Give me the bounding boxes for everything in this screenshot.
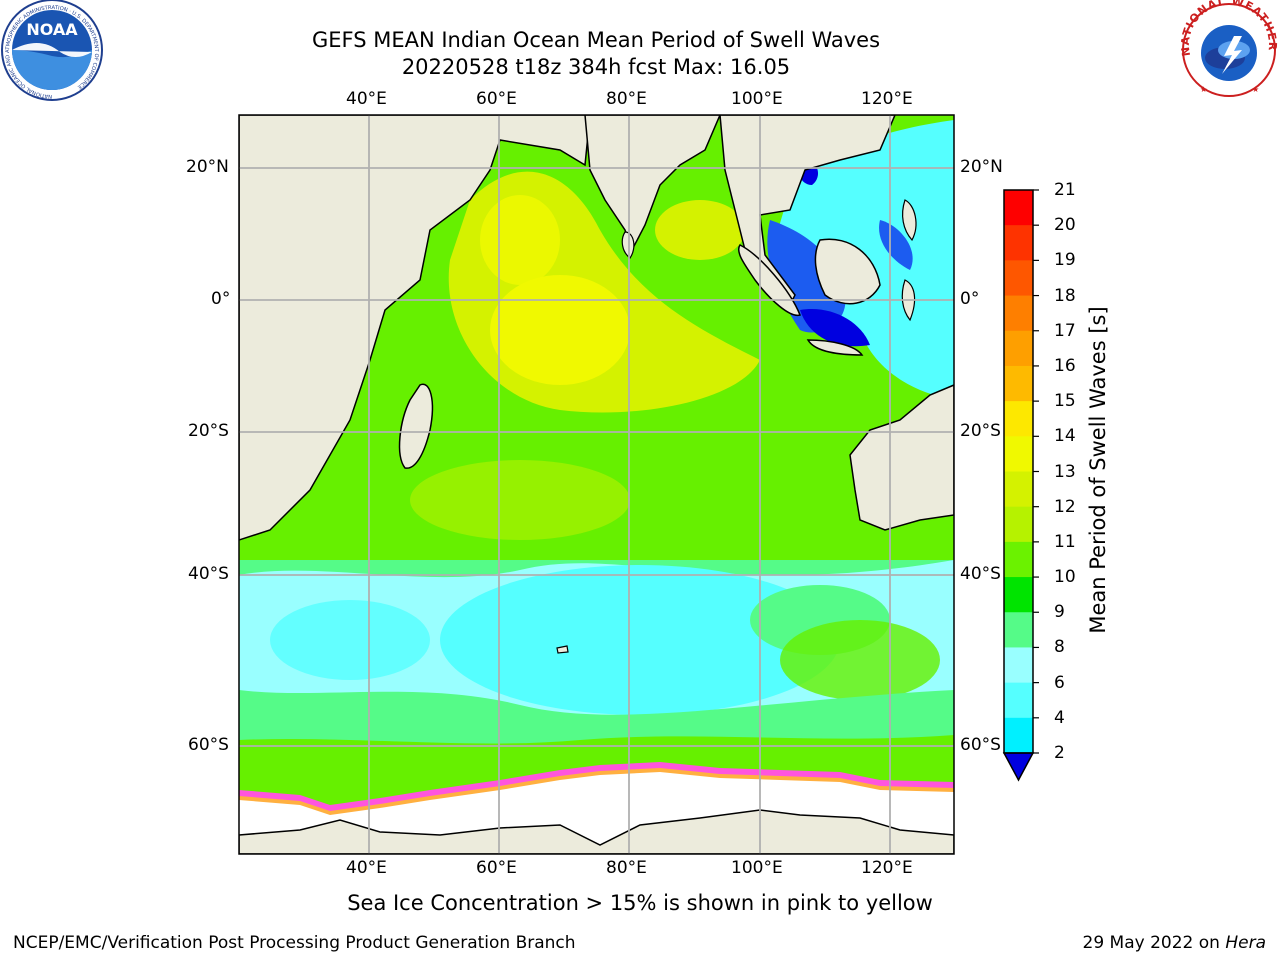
lon-label-top-80e: 80°E [606, 89, 647, 109]
graticule [239, 115, 954, 854]
lat-label-left-20n: 20°N [186, 157, 229, 177]
colorbar-band [1004, 717, 1033, 754]
sea-ice-note: Sea Ice Concentration > 15% is shown in … [347, 891, 933, 915]
colorbar-tick-label: 8 [1054, 637, 1065, 658]
chart-subtitle: 20220528 t18z 384h fcst Max: 16.05 [401, 55, 791, 79]
colorbar-band [1004, 365, 1033, 402]
nws-logo: NATIONAL WEATHER SERVICE ★ ★ [1178, 0, 1278, 97]
noaa-logo: NOAA NATIONAL OCEANIC AND ATMOSPHERIC AD… [1, 0, 103, 101]
colorbar-tick-label: 16 [1054, 355, 1076, 376]
colorbar-band [1004, 647, 1033, 684]
colorbar-tick-label: 19 [1054, 250, 1076, 271]
date-text: 29 May 2022 on Hera [1083, 933, 1267, 953]
colorbar-tick-label: 17 [1054, 320, 1076, 341]
colorbar-band [1004, 401, 1033, 437]
colorbar-tick-label: 13 [1054, 461, 1076, 482]
colorbar-tick-label: 11 [1054, 531, 1076, 552]
lon-label-bottom-60e: 60°E [476, 858, 517, 878]
chart-title: GEFS MEAN Indian Ocean Mean Period of Sw… [311, 28, 881, 52]
map-frame [238, 114, 955, 855]
lon-label-top-120e: 120°E [861, 89, 913, 109]
colorbar-tick-label: 21 [1054, 180, 1076, 200]
lat-label-right-20s: 20°S [960, 421, 1001, 441]
lat-label-left-20s: 20°S [188, 421, 229, 441]
lat-label-right-0: 0° [960, 289, 980, 309]
colorbar-tick-label: 15 [1054, 391, 1076, 412]
colorbar-tick-label: 4 [1054, 707, 1065, 728]
lon-label-bottom-80e: 80°E [606, 858, 647, 878]
colorbar-tick-label: 18 [1054, 285, 1076, 306]
lat-label-left-0: 0° [211, 289, 231, 309]
lat-label-left-60s: 60°S [188, 735, 229, 755]
colorbar-tick-label: 6 [1054, 672, 1065, 693]
colorbar [1002, 189, 1039, 782]
colorbar-band [1004, 330, 1033, 367]
lat-label-right-60s: 60°S [960, 735, 1001, 755]
colorbar-band [1004, 612, 1033, 648]
colorbar-tick-label: 14 [1054, 426, 1076, 447]
colorbar-band [1004, 436, 1033, 472]
svg-text:★: ★ [1252, 85, 1259, 94]
colorbar-extend-arrow [1002, 752, 1035, 782]
colorbar-band [1004, 225, 1033, 261]
lon-label-top-40e: 40°E [346, 89, 387, 109]
colorbar-title: Mean Period of Swell Waves [s] [1086, 306, 1110, 634]
credit-text: NCEP/EMC/Verification Post Processing Pr… [13, 933, 576, 953]
noaa-logo-text: NOAA [26, 20, 78, 39]
lat-label-left-40s: 40°S [188, 564, 229, 584]
colorbar-band [1004, 190, 1033, 226]
lon-label-bottom-100e: 100°E [731, 858, 783, 878]
colorbar-band [1004, 541, 1033, 578]
colorbar-tick-label: 9 [1054, 602, 1065, 623]
colorbar-band [1004, 577, 1033, 613]
colorbar-tick-label: 10 [1054, 567, 1076, 588]
lat-label-right-20n: 20°N [960, 157, 1003, 177]
machine-name: Hera [1225, 933, 1266, 953]
colorbar-band [1004, 471, 1033, 508]
colorbar-tick-label: 2 [1054, 743, 1065, 763]
lon-label-bottom-40e: 40°E [346, 858, 387, 878]
lon-label-top-60e: 60°E [476, 89, 517, 109]
colorbar-band [1004, 506, 1033, 543]
lat-label-right-40s: 40°S [960, 564, 1001, 584]
colorbar-band [1004, 295, 1033, 332]
lon-label-top-100e: 100°E [731, 89, 783, 109]
colorbar-tick-label: 20 [1054, 215, 1076, 236]
lon-label-bottom-120e: 120°E [861, 858, 913, 878]
colorbar-band [1004, 682, 1033, 719]
date-label: 29 May 2022 on [1082, 933, 1220, 953]
svg-text:★: ★ [1200, 85, 1207, 94]
colorbar-band [1004, 260, 1033, 297]
colorbar-tick-label: 12 [1054, 496, 1076, 517]
